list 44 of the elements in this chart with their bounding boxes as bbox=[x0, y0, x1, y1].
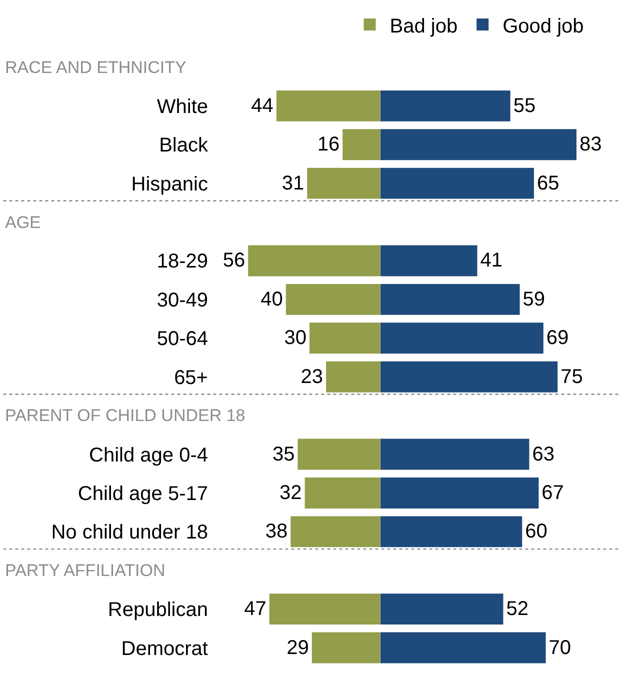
data-label: 67 bbox=[542, 482, 564, 504]
y-tick-label: 18-29 bbox=[156, 250, 208, 273]
data-label: 55 bbox=[513, 94, 536, 117]
data-label: 23 bbox=[300, 366, 324, 388]
data-label: 38 bbox=[265, 520, 288, 543]
bar bbox=[326, 361, 380, 392]
y-tick-label: 50-64 bbox=[156, 328, 208, 350]
legend-label: Good job bbox=[502, 15, 584, 38]
data-label: 40 bbox=[260, 288, 283, 310]
data-label: 69 bbox=[546, 327, 569, 350]
text: PARENT OF CHILD UNDER 18 bbox=[5, 406, 246, 425]
legend-label: Bad job bbox=[390, 15, 458, 38]
data-label: 52 bbox=[506, 598, 528, 620]
data-label: 32 bbox=[280, 482, 302, 504]
text: PARTY AFFILIATION bbox=[5, 561, 166, 580]
y-tick-label: Child age 0-4 bbox=[89, 444, 208, 466]
data-label: 63 bbox=[532, 443, 554, 466]
y-tick-label: Child age 5-17 bbox=[78, 482, 208, 505]
data-label: 44 bbox=[251, 94, 274, 117]
data-label: 16 bbox=[317, 134, 340, 156]
data-label: 65 bbox=[536, 172, 560, 194]
data-label: 56 bbox=[222, 250, 246, 272]
data-label: 47 bbox=[244, 598, 266, 620]
data-label: 31 bbox=[282, 172, 304, 194]
y-tick-label: Hispanic bbox=[131, 173, 208, 196]
bar bbox=[342, 129, 380, 160]
data-label: 75 bbox=[560, 366, 583, 388]
data-label: 83 bbox=[579, 134, 602, 156]
text: AGE bbox=[5, 213, 41, 232]
y-tick-label: 30-49 bbox=[156, 289, 208, 312]
y-tick-label: No child under 18 bbox=[51, 522, 208, 544]
y-tick-label: Republican bbox=[108, 599, 208, 622]
text: RACE AND ETHNICITY bbox=[5, 58, 186, 77]
data-label: 41 bbox=[480, 250, 502, 272]
data-label: 35 bbox=[272, 443, 295, 466]
y-tick-label: 65+ bbox=[174, 366, 208, 389]
data-label: 70 bbox=[548, 636, 572, 659]
y-tick-label: Democrat bbox=[121, 638, 208, 660]
y-tick-label: Black bbox=[159, 134, 209, 157]
data-label: 29 bbox=[286, 636, 309, 659]
data-label: 60 bbox=[525, 520, 548, 543]
data-label: 59 bbox=[522, 288, 546, 310]
y-tick-label: White bbox=[156, 96, 208, 118]
data-label: 30 bbox=[284, 327, 306, 350]
